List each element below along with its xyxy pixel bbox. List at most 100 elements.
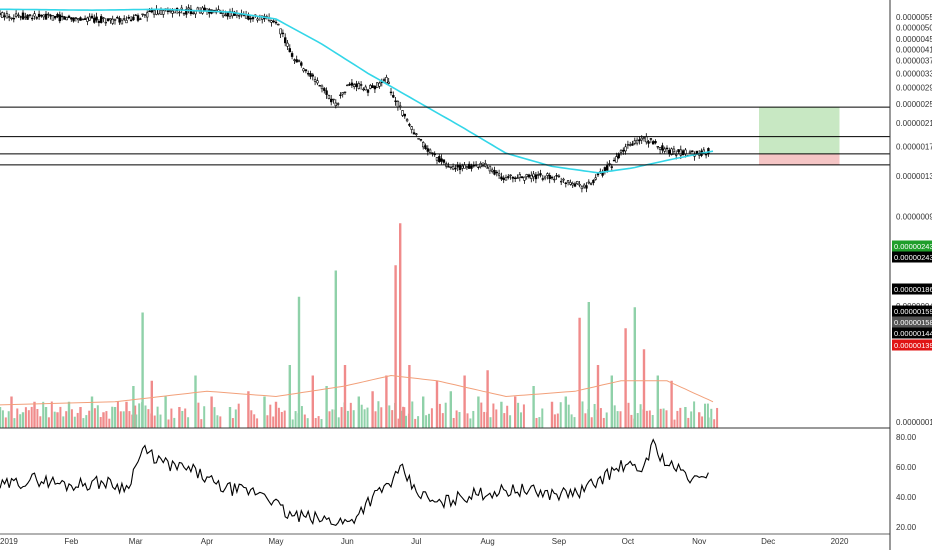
volume-bar — [10, 396, 13, 428]
candle — [440, 154, 443, 165]
candle-body — [136, 15, 140, 21]
volume-bar — [280, 411, 283, 428]
candle — [582, 183, 586, 189]
oscillator-tick-label: 80.00 — [896, 433, 917, 442]
volume-bar — [469, 418, 472, 428]
volume-bar — [30, 406, 33, 428]
candle — [576, 180, 579, 186]
volume-bar — [417, 416, 420, 428]
volume-bar — [178, 407, 181, 428]
volume-bar — [156, 406, 159, 428]
candle — [83, 15, 87, 20]
candle — [518, 172, 522, 182]
horizontal-lines[interactable] — [0, 106, 890, 166]
candle-body — [640, 137, 643, 141]
candle — [507, 174, 510, 180]
candle — [136, 13, 140, 23]
candle-body — [458, 165, 462, 170]
candle — [502, 175, 505, 184]
volume-bar — [263, 396, 266, 428]
candle — [550, 175, 554, 180]
candle-body — [132, 16, 135, 21]
oscillator-tick-label: 20.00 — [896, 523, 917, 532]
candle-body — [440, 158, 443, 162]
candle-body — [157, 9, 160, 15]
candle — [51, 14, 55, 21]
volume-bar — [679, 407, 682, 428]
candle — [495, 170, 498, 177]
candle — [658, 146, 662, 154]
candle-body — [582, 184, 586, 188]
candle-body — [180, 7, 183, 10]
candle — [373, 85, 377, 93]
candle — [104, 17, 108, 26]
volume-bar — [79, 407, 82, 428]
candle-body — [162, 10, 165, 15]
candle-body — [329, 98, 333, 103]
candle — [297, 59, 301, 63]
candle-body — [543, 176, 547, 179]
candle-body — [249, 17, 252, 20]
volume-bar — [203, 406, 206, 428]
candle — [332, 98, 335, 104]
volume-bar — [159, 414, 162, 428]
candle-body — [569, 182, 572, 185]
candle — [251, 15, 255, 22]
candle-body — [477, 166, 480, 168]
volume-bar — [506, 405, 509, 428]
volume-bar — [438, 403, 441, 428]
candle-body — [486, 167, 489, 169]
candle-body — [449, 166, 452, 168]
volume-bar — [616, 411, 619, 428]
candle — [90, 13, 94, 19]
candle-body — [530, 175, 533, 179]
price-badge-label: 0.00000158 — [894, 318, 932, 327]
candle — [329, 95, 333, 106]
volume-bar — [44, 407, 48, 428]
candle — [235, 10, 239, 19]
candle-body — [182, 12, 186, 15]
candle-body — [668, 149, 671, 155]
candle — [79, 16, 82, 21]
candle — [35, 16, 39, 20]
volume-bar — [503, 413, 506, 428]
volume-bar — [435, 380, 439, 428]
volume-bar — [277, 407, 280, 428]
candle — [624, 143, 627, 155]
volume-bar — [596, 365, 600, 428]
candle — [647, 139, 650, 148]
volume-bar — [253, 414, 256, 428]
candle-body — [511, 176, 515, 179]
position-tool[interactable] — [759, 107, 840, 165]
candle-body — [633, 140, 637, 144]
volume-bar — [559, 402, 562, 428]
candle — [557, 174, 561, 178]
candle — [523, 176, 526, 184]
candle — [587, 179, 591, 185]
candle — [387, 77, 390, 85]
candle-body — [63, 16, 66, 20]
candle — [40, 14, 43, 18]
candle — [442, 159, 446, 165]
price-badge-background — [892, 305, 932, 317]
candle-body — [311, 74, 314, 77]
volume-bar — [314, 418, 317, 428]
volume-bar — [394, 265, 397, 428]
candle-body — [513, 177, 517, 179]
candle-body — [332, 98, 335, 101]
candle — [93, 14, 96, 24]
candle — [325, 87, 328, 99]
candle — [116, 15, 119, 19]
candle-body — [81, 18, 85, 21]
volume-bar — [237, 403, 240, 428]
volume-bar — [59, 406, 62, 428]
candle — [530, 171, 533, 183]
volume-bar — [483, 411, 486, 428]
candle — [504, 174, 508, 181]
candle — [601, 169, 604, 178]
candle — [166, 7, 170, 15]
